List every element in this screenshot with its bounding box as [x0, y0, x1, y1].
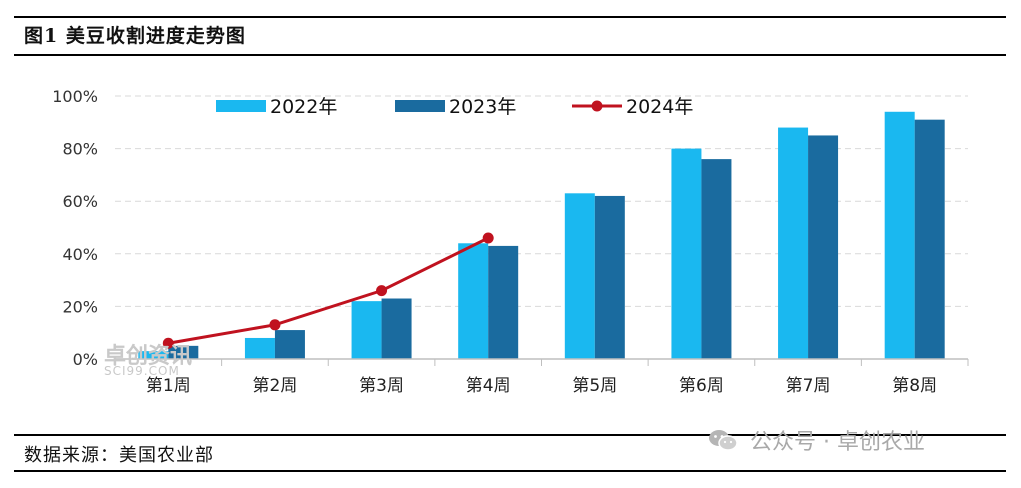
bar-2022-week-6 [671, 148, 702, 359]
legend[interactable]: 2022年 2023年 2024年 [216, 96, 693, 118]
x-axis-ticks: 第1周 第2周 第3周 第4周 第5周 第6周 第7周 第8周 [146, 376, 937, 396]
bottom-rule [14, 470, 1006, 472]
bar-2023-week-8 [914, 119, 945, 359]
y-tick-label: 40% [62, 245, 98, 264]
top-rule [14, 16, 1006, 18]
legend-label: 2023年 [449, 96, 516, 118]
legend-swatch-2023 [395, 100, 445, 112]
x-tick-label: 第8周 [892, 376, 937, 396]
x-tick-label: 第7周 [786, 376, 831, 396]
point-2024-week-3 [376, 285, 388, 297]
bar-2022-week-7 [778, 127, 809, 359]
bar-2022-week-2 [244, 337, 275, 359]
watermark-logo-domain: SCI99.COM [104, 364, 180, 378]
x-tick-label: 第5周 [572, 376, 617, 396]
watermark-logo-text: 卓创资讯 [104, 344, 193, 369]
bar-2022-week-5 [564, 193, 595, 359]
legend-swatch-2022 [216, 100, 266, 112]
source-note: 数据来源：美国农业部 [24, 445, 214, 466]
y-tick-label: 0% [73, 350, 98, 369]
bar-2022-week-8 [884, 111, 915, 359]
bar-2022-week-4 [458, 243, 489, 359]
y-tick-label: 80% [62, 140, 98, 159]
bar-2023-week-5 [594, 195, 625, 359]
title-rule [14, 54, 1006, 56]
legend-swatch-marker-2024 [591, 100, 603, 112]
x-tick-label: 第2周 [253, 376, 298, 396]
y-tick-label: 100% [52, 87, 98, 106]
x-tick-label: 第4周 [466, 376, 511, 396]
legend-label: 2022年 [270, 96, 337, 118]
x-axis [114, 358, 969, 366]
legend-label: 2024年 [626, 96, 693, 118]
bar-2022-week-3 [351, 301, 382, 359]
bar-2023-week-2 [274, 330, 305, 359]
point-2024-week-1 [162, 337, 174, 349]
y-axis-ticks: 0% 20% 40% 60% 80% 100% [52, 87, 98, 369]
point-2024-week-4 [482, 232, 494, 244]
wechat-icon [708, 428, 738, 452]
gridlines [115, 95, 968, 307]
bar-2023-week-1 [168, 345, 199, 359]
bar-2023-week-4 [488, 245, 519, 359]
x-tick-label: 第6周 [679, 376, 724, 396]
account-watermark: 公众号 · 卓创农业 [708, 424, 925, 456]
bar-series [138, 111, 945, 359]
x-tick-label: 第3周 [359, 376, 404, 396]
figure-title: 图1 美豆收割进度走势图 [24, 25, 246, 47]
line-2024 [168, 236, 489, 345]
x-tick-label: 第1周 [146, 376, 191, 396]
y-tick-label: 20% [62, 297, 98, 316]
harvest-progress-chart: 0% 20% 40% 60% 80% 100% 第1周 第2周 第3周 第4周 第5周 第6周 第7周… [52, 87, 969, 396]
line-series [162, 232, 494, 349]
bar-2023-week-3 [381, 298, 412, 359]
bar-2023-week-6 [701, 159, 732, 359]
account-name: 公众号 · 卓创农业 [750, 430, 925, 455]
source-rule [14, 434, 1006, 436]
y-tick-label: 60% [62, 192, 98, 211]
bar-2022-week-1 [138, 351, 169, 359]
bar-2023-week-7 [808, 135, 839, 359]
point-2024-week-2 [269, 319, 281, 331]
